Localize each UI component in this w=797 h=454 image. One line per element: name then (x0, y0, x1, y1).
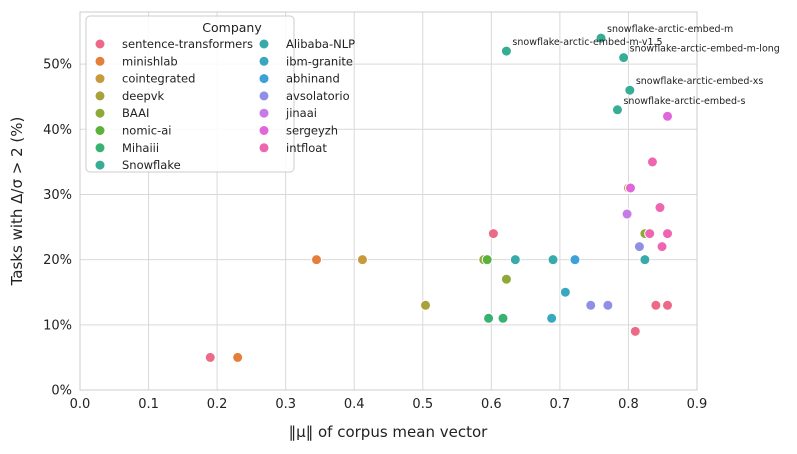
y-axis-label: Tasks with Δ/σ > 2 (%) (8, 117, 26, 287)
data-point-sergeyzh (625, 182, 637, 194)
legend-marker (259, 56, 269, 66)
legend-item-label: Snowflake (122, 158, 181, 172)
legend-item-label: ibm-granite (286, 54, 353, 68)
x-tick-label: 0.0 (70, 397, 91, 412)
data-point-abhinand (569, 254, 581, 266)
data-point-jinaai (621, 208, 633, 220)
legend-marker (95, 143, 105, 153)
data-point-ibm-granite (546, 312, 558, 324)
point-annotation: snowflake-arctic-embed-s (623, 96, 745, 107)
legend-item-label: Alibaba-NLP (286, 37, 355, 51)
legend-marker (259, 39, 269, 49)
data-point-sentence-transformers (650, 299, 662, 311)
data-point-alibaba-nlp (509, 254, 521, 266)
data-point-sergeyzh (662, 110, 674, 122)
legend-item-label: deepvk (122, 89, 165, 103)
point-annotation: snowflake-arctic-embed-m (607, 24, 733, 35)
data-point-deepvk (420, 299, 432, 311)
y-tick-label: 0% (51, 384, 72, 399)
data-point-alibaba-nlp (547, 254, 559, 266)
legend-marker (259, 74, 269, 84)
point-annotation: snowflake-arctic-embed-m-v1.5 (512, 37, 662, 48)
data-point-minishlab (311, 254, 323, 266)
legend-item-label: minishlab (122, 54, 178, 68)
plot-frame (79, 11, 698, 391)
y-tick-label: 10% (43, 318, 72, 333)
data-point-snowflake (618, 52, 630, 64)
annotations: snowflake-arctic-embed-m snowflake-arctic… (512, 24, 779, 107)
data-point-alibaba-nlp (639, 254, 651, 266)
data-point-nomic-ai (481, 254, 493, 266)
legend-item-label: sentence-transformers (122, 37, 253, 51)
x-axis-label: ‖μ‖ of corpus mean vector (289, 423, 488, 441)
data-point-minishlab (232, 351, 244, 363)
legend-marker (95, 160, 105, 170)
legend-title: Company (202, 20, 262, 35)
data-point-baai (500, 273, 512, 285)
legend-item-label: sergeyzh (286, 124, 338, 138)
data-point-sentence-transformers (662, 299, 674, 311)
legend-marker (259, 91, 269, 101)
legend-box (85, 15, 295, 173)
legend-marker (259, 143, 269, 153)
legend-marker (95, 126, 105, 135)
legend-item-label: Mihaiii (122, 141, 159, 155)
legend-marker (259, 108, 269, 118)
x-tick-label: 0.6 (481, 397, 502, 412)
data-point-snowflake (595, 32, 607, 44)
data-point-intfloat (656, 241, 668, 253)
data-point-mihaiii (497, 312, 509, 324)
axis-ticks: 0.0 0.1 0.2 0.3 0.4 0.5 0.6 0.7 0.8 0.9 0% 10% 20% 30… (43, 58, 707, 412)
legend-item-label: cointegrated (122, 72, 195, 86)
legend-item-label: intfloat (286, 141, 327, 155)
data-point-sentence-transformers (487, 228, 499, 240)
legend-marker (95, 39, 105, 49)
data-point-intfloat (644, 228, 656, 240)
point-annotation: snowflake-arctic-embed-m-long (630, 44, 780, 55)
data-point-snowflake (611, 104, 623, 116)
data-point-sentence-transformers (629, 325, 641, 337)
legend-item-label: abhinand (286, 72, 340, 86)
data-points (204, 32, 674, 363)
data-point-snowflake (500, 45, 512, 57)
x-tick-label: 0.3 (275, 397, 296, 412)
legend-marker (259, 126, 269, 135)
data-point-sentence-transformers (204, 351, 216, 363)
data-point-intfloat (646, 156, 658, 168)
legend-marker (95, 56, 105, 66)
data-point-ibm-granite (559, 286, 571, 298)
y-tick-label: 20% (43, 253, 72, 268)
point-annotation: snowflake-arctic-embed-xs (636, 76, 764, 87)
data-point-snowflake (624, 84, 636, 96)
x-tick-label: 0.2 (207, 397, 228, 412)
y-tick-label: 40% (43, 123, 72, 138)
data-point-intfloat (654, 202, 666, 214)
data-point-intfloat (662, 228, 674, 240)
x-tick-label: 0.7 (550, 397, 571, 412)
legend-marker (95, 108, 105, 118)
x-tick-label: 0.1 (138, 397, 159, 412)
x-tick-label: 0.9 (687, 397, 708, 412)
x-tick-label: 0.5 (412, 397, 433, 412)
legend-marker (95, 91, 105, 101)
y-tick-label: 50% (43, 58, 72, 73)
legend-item-label: jinaai (285, 106, 317, 120)
legend-marker (95, 74, 105, 84)
x-tick-label: 0.8 (618, 397, 639, 412)
x-tick-label: 0.4 (344, 397, 365, 412)
data-point-mihaiii (483, 312, 495, 324)
legend-item-label: BAAI (122, 106, 149, 120)
legend-item-label: nomic-ai (122, 124, 171, 138)
y-tick-label: 30% (43, 188, 72, 203)
legend: Company sentence-transformers minishlab coi… (85, 15, 355, 173)
legend-item-label: avsolatorio (286, 89, 350, 103)
data-point-cointegrated (356, 254, 368, 266)
data-point-avsolatorio (585, 299, 597, 311)
data-point-avsolatorio (633, 241, 645, 253)
data-point-avsolatorio (602, 299, 614, 311)
